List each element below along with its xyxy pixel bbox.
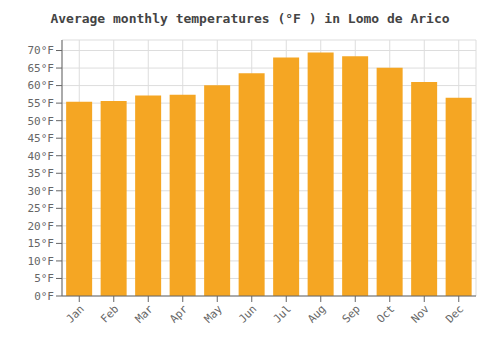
svg-text:40°F: 40°F xyxy=(28,150,55,163)
svg-text:Jul: Jul xyxy=(271,302,294,325)
svg-text:55°F: 55°F xyxy=(28,97,55,110)
svg-text:70°F: 70°F xyxy=(28,44,55,57)
svg-text:Mar: Mar xyxy=(133,302,157,326)
svg-text:45°F: 45°F xyxy=(28,132,55,145)
svg-text:Aug: Aug xyxy=(305,302,328,325)
svg-text:35°F: 35°F xyxy=(28,167,55,180)
svg-text:30°F: 30°F xyxy=(28,185,55,198)
svg-text:Apr: Apr xyxy=(167,302,191,326)
svg-text:Sep: Sep xyxy=(340,302,363,325)
svg-text:65°F: 65°F xyxy=(28,62,55,75)
svg-text:25°F: 25°F xyxy=(28,202,55,215)
svg-text:Dec: Dec xyxy=(443,302,466,325)
svg-text:15°F: 15°F xyxy=(28,237,55,250)
svg-text:Jan: Jan xyxy=(64,302,87,325)
svg-text:Oct: Oct xyxy=(374,302,397,325)
svg-text:20°F: 20°F xyxy=(28,220,55,233)
svg-text:5°F: 5°F xyxy=(34,272,54,285)
html-text:Average monthly temperatures (: Average monthly temperatures (°F ) in Lo… xyxy=(50,11,450,26)
svg-text:Nov: Nov xyxy=(409,302,433,326)
svg-text:50°F: 50°F xyxy=(28,115,55,128)
svg-text:Feb: Feb xyxy=(98,302,121,325)
svg-text:60°F: 60°F xyxy=(28,79,55,92)
svg-text:0°F: 0°F xyxy=(34,290,54,303)
svg-text:May: May xyxy=(202,302,226,326)
svg-text:Jun: Jun xyxy=(236,302,259,325)
svg-text:10°F: 10°F xyxy=(28,255,55,268)
